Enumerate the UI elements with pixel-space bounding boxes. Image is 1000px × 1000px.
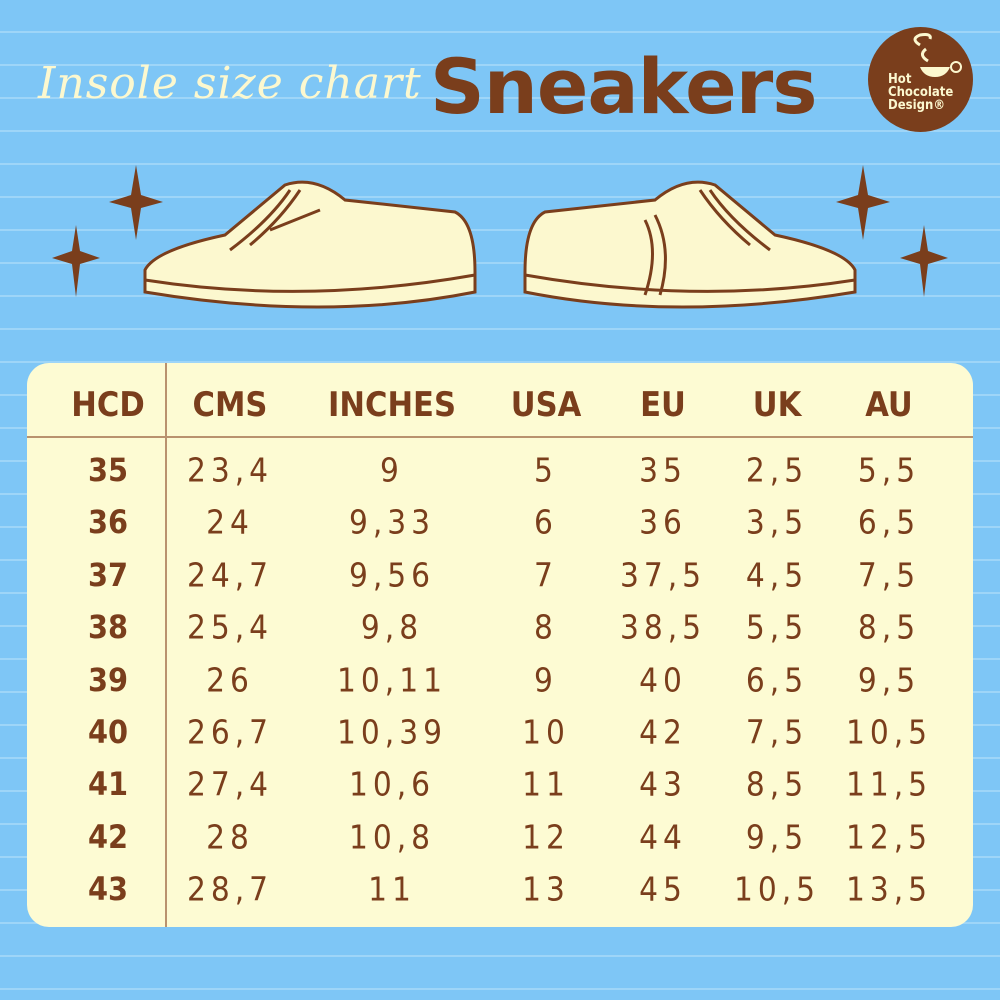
table-cell: 24,7 — [186, 555, 274, 595]
table-cell: 9,33 — [348, 502, 436, 542]
table-cell: 8 — [534, 607, 558, 647]
header-divider — [27, 436, 973, 438]
table-cell: 7,5 — [857, 555, 921, 595]
table-cell: 28,7 — [186, 869, 274, 909]
table-cell: 45 — [639, 869, 687, 909]
row-size-hcd: 35 — [87, 451, 129, 489]
table-cell: 9,56 — [348, 555, 436, 595]
logo-line: Hot — [888, 72, 912, 87]
table-cell: 12 — [522, 817, 570, 857]
table-cell: 35 — [639, 450, 687, 490]
column-header-cms: CMS — [192, 385, 268, 425]
table-cell: 11 — [368, 869, 416, 909]
table-cell: 44 — [639, 817, 687, 857]
column-divider — [165, 363, 167, 927]
table-cell: 43 — [639, 764, 687, 804]
table-cell: 6,5 — [745, 660, 809, 700]
column-header-uk: UK — [752, 385, 802, 425]
star-icon — [836, 165, 890, 240]
table-cell: 10 — [522, 712, 570, 752]
table-cell: 10,5 — [733, 869, 821, 909]
table-cell: 10,5 — [845, 712, 933, 752]
column-header-usa: USA — [510, 385, 582, 425]
table-cell: 23,4 — [186, 450, 274, 490]
table-cell: 11 — [522, 764, 570, 804]
table-cell: 26,7 — [186, 712, 274, 752]
table-cell: 25,4 — [186, 607, 274, 647]
table-cell: 11,5 — [845, 764, 933, 804]
logo-line: Design® — [888, 98, 946, 113]
star-icon — [52, 225, 100, 297]
table-cell: 2,5 — [745, 450, 809, 490]
star-icon — [109, 165, 163, 240]
table-cell: 28 — [206, 817, 254, 857]
table-cell: 10,6 — [348, 764, 436, 804]
table-cell: 10,11 — [337, 660, 447, 700]
table-cell: 9 — [380, 450, 404, 490]
star-icon — [900, 225, 948, 297]
left-shoe — [143, 180, 477, 309]
row-size-hcd: 43 — [87, 870, 129, 909]
logo-line: Chocolate — [888, 85, 954, 100]
column-header-eu: EU — [640, 385, 686, 425]
table-cell: 7,5 — [745, 712, 809, 752]
table-cell: 12,5 — [845, 817, 933, 857]
sneakers-illustration — [52, 165, 948, 309]
table-cell: 10,39 — [337, 712, 447, 752]
page-title: Sneakers — [430, 42, 817, 131]
table-cell: 8,5 — [857, 607, 921, 647]
column-header-inches: INCHES — [328, 385, 456, 425]
row-size-hcd: 41 — [87, 765, 129, 804]
table-cell: 8,5 — [745, 764, 809, 804]
table-cell: 10,8 — [348, 817, 436, 857]
row-size-hcd: 42 — [87, 817, 129, 856]
table-cell: 40 — [639, 660, 687, 700]
table-cell: 6 — [534, 502, 558, 542]
brand-logo: Hot Chocolate Design® — [868, 27, 973, 132]
title-script: Insole size chart — [38, 58, 422, 109]
table-cell: 36 — [639, 502, 687, 542]
table-cell: 5 — [534, 450, 558, 490]
table-cell: 9,5 — [745, 817, 809, 857]
row-size-hcd: 36 — [87, 503, 129, 542]
table-cell: 27,4 — [186, 764, 274, 804]
table-cell: 5,5 — [745, 607, 809, 647]
row-size-hcd: 37 — [87, 555, 129, 594]
row-size-hcd: 40 — [87, 713, 129, 751]
right-shoe — [523, 180, 857, 309]
table-cell: 38,5 — [619, 607, 707, 647]
table-cell: 9,5 — [857, 660, 921, 700]
star-icons — [52, 165, 948, 297]
size-table: HCD CMS INCHES USA EU UK AU 35 23,4 9 5 35 2,5 5,5 36 2… — [27, 363, 973, 927]
table-cell: 9,8 — [360, 607, 424, 647]
row-size-hcd: 38 — [87, 608, 129, 647]
table-cell: 13,5 — [845, 869, 933, 909]
table-cell: 26 — [206, 660, 254, 700]
column-header-au: AU — [865, 385, 913, 425]
table-cell: 5,5 — [857, 450, 921, 490]
row-size-hcd: 39 — [87, 660, 129, 699]
table-cell: 4,5 — [745, 555, 809, 595]
table-cell: 6,5 — [857, 502, 921, 542]
table-cell: 7 — [534, 555, 558, 595]
table-cell: 24 — [206, 502, 254, 542]
table-cell: 42 — [639, 712, 687, 752]
column-header-hcd: HCD — [71, 385, 145, 425]
cup-icon — [913, 33, 962, 77]
table-cell: 3,5 — [745, 502, 809, 542]
table-cell: 9 — [534, 660, 558, 700]
table-cell: 13 — [522, 869, 570, 909]
table-cell: 37,5 — [619, 555, 707, 595]
